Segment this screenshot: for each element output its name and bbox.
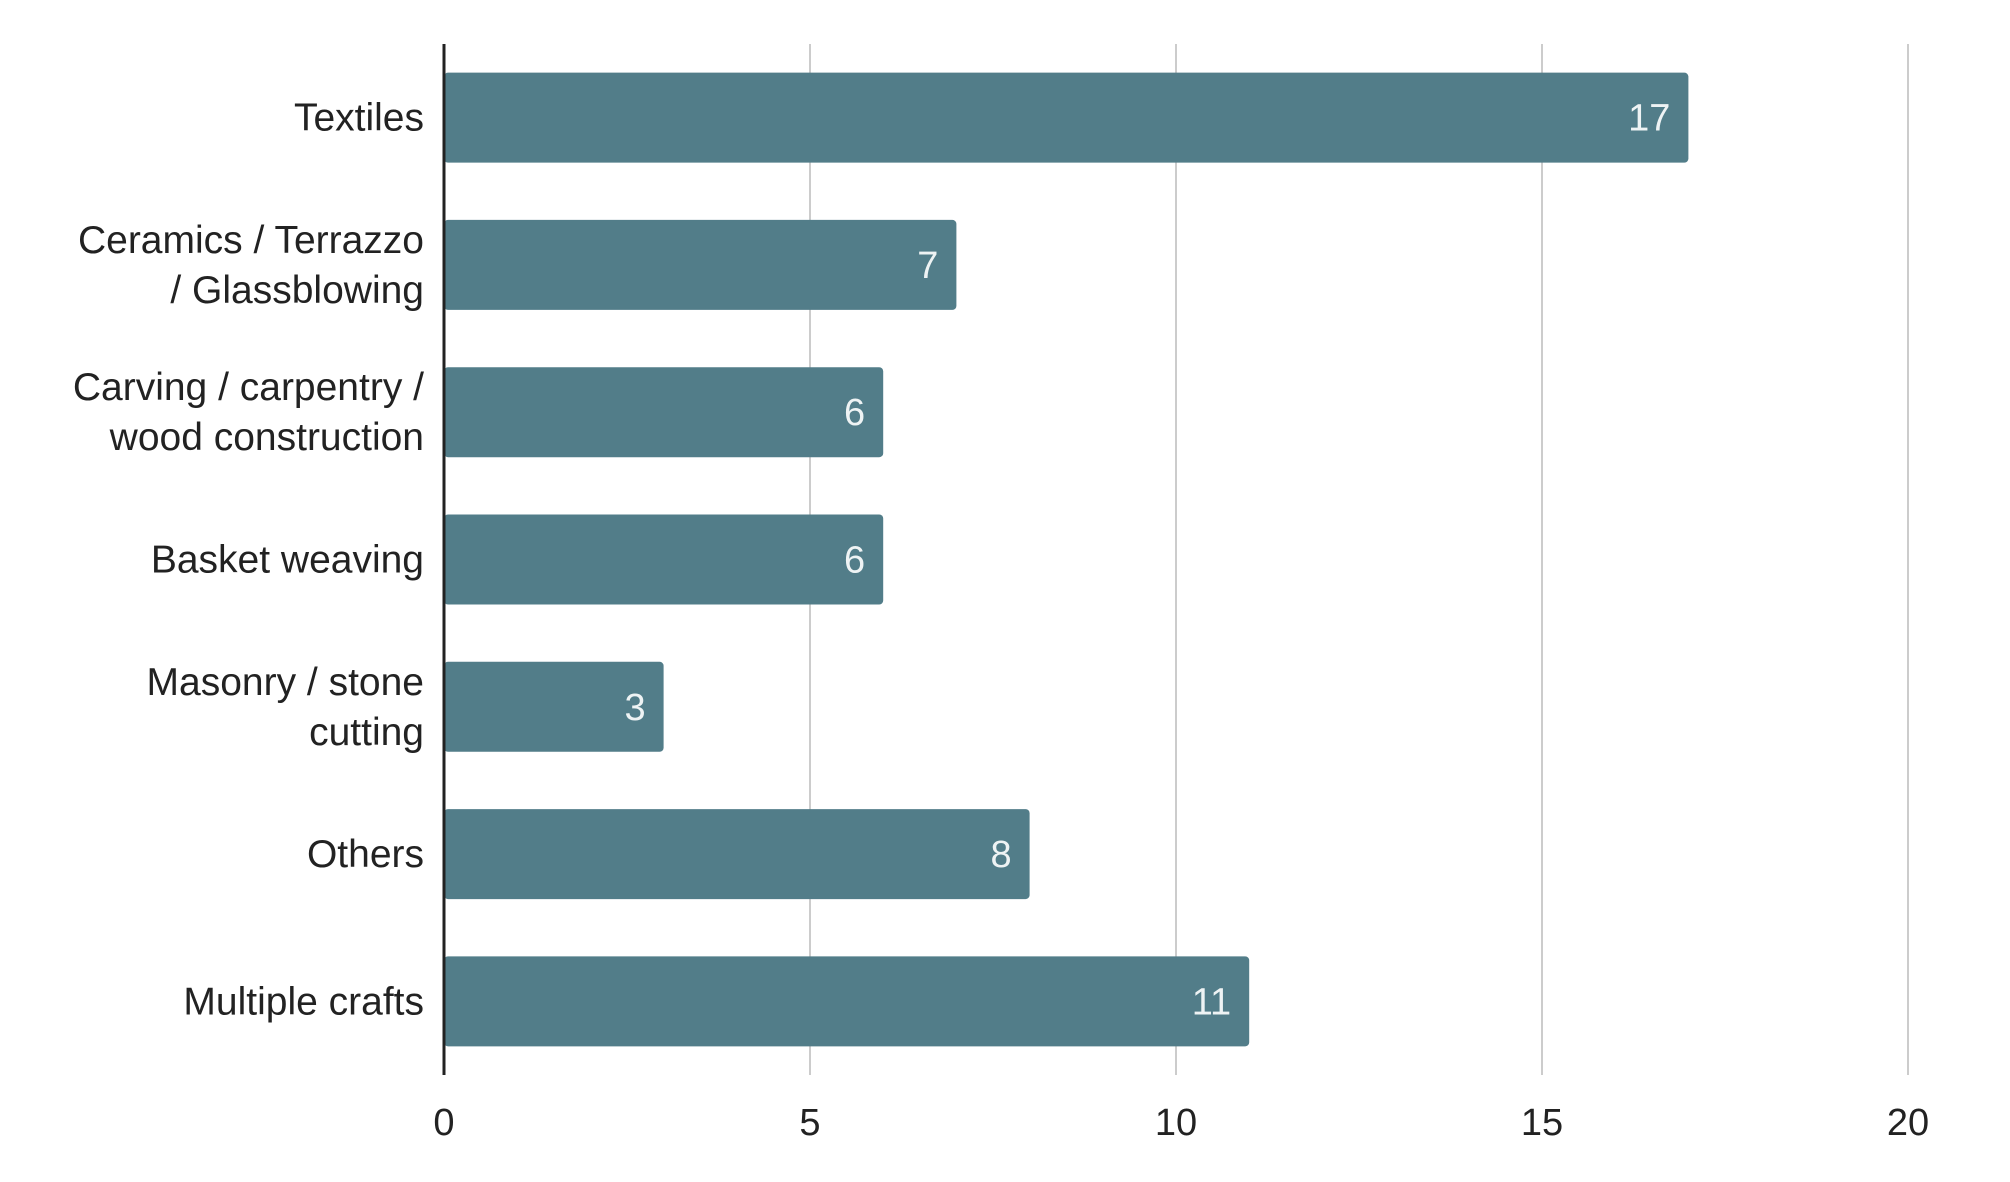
- category-label-line: Multiple crafts: [183, 980, 424, 1023]
- bar: [444, 956, 1250, 1047]
- category-label: Others: [307, 833, 424, 876]
- bars: [444, 72, 1689, 1047]
- x-tick-label: 5: [799, 1102, 820, 1144]
- bar: [444, 367, 884, 458]
- category-label-line: / Glassblowing: [170, 269, 424, 312]
- bar: [444, 72, 1689, 163]
- gridlines: [809, 44, 1909, 1075]
- bar-value-label: 11: [1192, 981, 1231, 1023]
- category-label: Multiple crafts: [183, 980, 424, 1023]
- category-label-line: Others: [307, 833, 424, 876]
- bar-value-label: 3: [624, 687, 645, 729]
- bar: [444, 661, 664, 752]
- category-label: Masonry / stone cutting: [147, 661, 424, 754]
- category-label: Basket weaving: [151, 539, 424, 582]
- category-label-line: wood construction: [109, 416, 424, 459]
- bar: [444, 219, 957, 310]
- x-tick-label: 10: [1155, 1102, 1197, 1144]
- bar: [444, 809, 1030, 900]
- category-label-line: Masonry / stone: [147, 661, 424, 704]
- bar-value-label: 7: [917, 245, 938, 287]
- x-tick-label: 15: [1521, 1102, 1563, 1144]
- category-label-line: Basket weaving: [151, 539, 424, 582]
- bar-value-label: 6: [844, 540, 865, 582]
- category-label-line: Textiles: [294, 97, 424, 140]
- category-label: Textiles: [294, 97, 424, 140]
- category-label-line: Carving / carpentry /: [73, 366, 424, 409]
- labels: 0 5 10 15 20 17 Textiles 7 Ceramics / Terrazzo / …: [73, 97, 1929, 1144]
- x-tick-label: 20: [1887, 1102, 1929, 1144]
- bar-value-label: 6: [844, 392, 865, 434]
- bar: [444, 514, 884, 605]
- category-label: Ceramics / Terrazzo / Glassblowing: [78, 219, 424, 312]
- x-tick-label: 0: [433, 1102, 454, 1144]
- bar-value-label: 8: [990, 834, 1011, 876]
- category-label-line: cutting: [309, 711, 424, 754]
- category-label: Carving / carpentry / wood construction: [73, 366, 424, 459]
- category-label-line: Ceramics / Terrazzo: [78, 219, 424, 262]
- bar-value-label: 17: [1628, 98, 1670, 140]
